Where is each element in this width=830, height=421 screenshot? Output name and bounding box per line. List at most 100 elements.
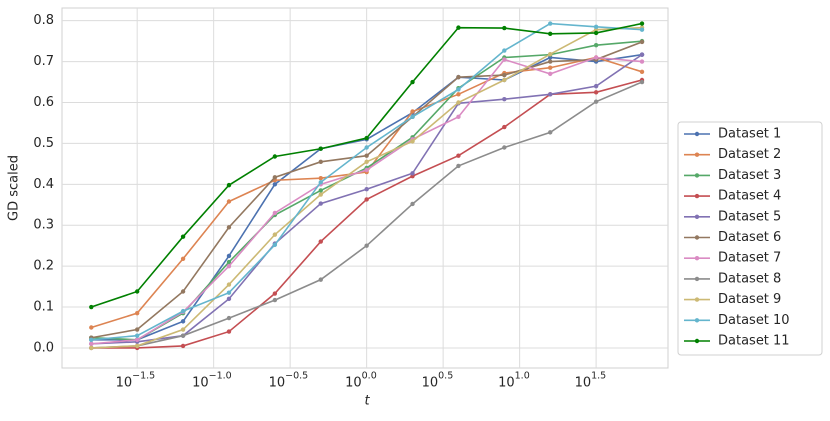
point	[593, 99, 599, 104]
point	[410, 109, 415, 114]
point	[502, 77, 507, 83]
point	[89, 337, 94, 342]
point	[318, 192, 323, 197]
point	[502, 124, 507, 130]
point	[548, 31, 553, 36]
point	[226, 199, 232, 204]
point	[639, 39, 645, 45]
point	[226, 315, 232, 321]
point	[410, 201, 415, 207]
point	[226, 225, 232, 230]
point	[180, 256, 186, 261]
legend-marker	[694, 318, 700, 323]
legend-label: Dataset 1	[718, 127, 781, 142]
point	[456, 74, 461, 80]
point	[272, 175, 278, 180]
point	[502, 57, 507, 62]
point	[180, 333, 186, 338]
legend-marker	[694, 131, 700, 137]
point	[593, 55, 599, 60]
x-tick-label: 10	[575, 376, 592, 391]
point	[410, 139, 415, 144]
y-tick-label: 0.1	[33, 300, 54, 315]
point	[593, 90, 599, 95]
y-tick-label: 0.6	[33, 95, 54, 110]
point	[364, 243, 369, 248]
legend-label: Dataset 11	[718, 334, 790, 349]
x-tick-exponent: −0.5	[285, 371, 308, 382]
legend-marker	[694, 193, 700, 199]
point	[180, 327, 186, 332]
point	[134, 310, 140, 316]
point	[226, 259, 232, 265]
point	[502, 97, 507, 102]
point	[272, 242, 278, 248]
point	[502, 145, 507, 150]
legend-label: Dataset 5	[718, 209, 781, 224]
point	[272, 210, 278, 216]
point	[318, 188, 323, 193]
point	[548, 92, 553, 97]
point	[364, 153, 369, 158]
point	[226, 253, 232, 259]
point	[364, 167, 369, 173]
point	[180, 319, 186, 324]
grid	[62, 8, 668, 368]
point	[639, 21, 645, 26]
legend-label: Dataset 6	[718, 230, 781, 245]
x-tick-exponent: −1.0	[209, 371, 232, 382]
point	[318, 159, 323, 165]
point	[639, 79, 645, 85]
point	[639, 52, 645, 57]
x-axis-label: t	[364, 394, 370, 409]
point	[639, 59, 645, 64]
y-tick-label: 0.2	[33, 259, 54, 274]
point	[134, 327, 140, 332]
x-tick-exponent: −1.5	[132, 371, 155, 382]
y-tick-label: 0.5	[33, 136, 54, 151]
y-tick-label: 0.0	[33, 340, 54, 355]
x-tick-exponent: 0.0	[362, 371, 377, 382]
legend-label: Dataset 8	[718, 271, 781, 286]
point	[364, 197, 369, 202]
point	[89, 341, 94, 347]
point	[456, 87, 461, 92]
x-tick-label: 10	[269, 376, 286, 391]
point	[548, 130, 553, 135]
point	[226, 263, 232, 269]
point	[226, 296, 232, 302]
legend-label: Dataset 9	[718, 292, 781, 307]
point	[456, 92, 461, 97]
point	[226, 329, 232, 334]
point	[272, 232, 278, 237]
point	[593, 83, 599, 89]
point	[593, 30, 599, 36]
legend-marker	[694, 276, 700, 282]
y-tick-label: 0.8	[33, 13, 54, 28]
point	[502, 25, 507, 31]
x-tick-label: 10	[116, 376, 133, 391]
point	[272, 154, 278, 159]
point	[548, 65, 553, 70]
point	[180, 343, 186, 349]
y-tick-label: 0.7	[33, 54, 54, 69]
point	[272, 291, 278, 296]
point	[456, 100, 461, 105]
legend-marker	[694, 338, 700, 344]
legend-marker	[694, 214, 700, 219]
point	[89, 345, 94, 351]
point	[456, 114, 461, 120]
point	[364, 159, 369, 165]
point	[318, 201, 323, 206]
point	[548, 21, 553, 26]
point	[364, 145, 369, 150]
point	[548, 71, 553, 77]
point	[593, 43, 599, 48]
point	[180, 289, 186, 294]
legend-marker	[694, 173, 700, 178]
point	[639, 69, 645, 75]
point	[180, 308, 186, 314]
y-tick-label: 0.3	[33, 218, 54, 233]
legend-marker	[694, 235, 700, 240]
point	[318, 175, 323, 181]
